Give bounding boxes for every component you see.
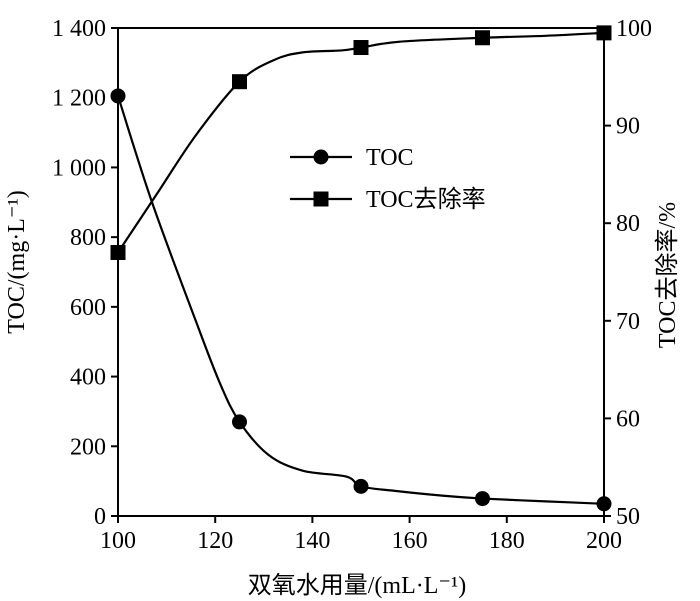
data-point-circle xyxy=(475,491,490,507)
legend-marker-square xyxy=(313,191,329,207)
y-left-tick-label: 1 400 xyxy=(52,16,106,42)
legend-item: TOC去除率 xyxy=(290,186,486,213)
ticks: 100 120 140 160 180 200 0 200 400 600 800 1 000 1 20… xyxy=(52,16,652,554)
data-point-circle xyxy=(353,478,369,494)
axes xyxy=(117,27,605,517)
series-layer xyxy=(110,25,612,512)
plot-frame xyxy=(117,27,605,517)
x-tick-label: 100 xyxy=(100,528,136,554)
y-left-tick-label: 400 xyxy=(70,365,106,391)
legend-label: TOC去除率 xyxy=(366,186,486,213)
series-line xyxy=(117,31,605,254)
y-right-tick-label: 70 xyxy=(616,309,640,335)
data-point-square xyxy=(596,25,612,41)
legend-marker-circle xyxy=(313,149,329,165)
data-point-square xyxy=(232,74,247,90)
legend: TOC TOC去除率 xyxy=(290,145,486,213)
data-point-circle xyxy=(596,496,612,512)
x-axis-title: 双氧水用量/(mL·L⁻¹) xyxy=(248,572,467,599)
y-left-tick-label: 600 xyxy=(70,295,106,321)
y-right-tick-label: 50 xyxy=(616,504,640,530)
x-tick-label: 140 xyxy=(294,528,330,554)
series-toc xyxy=(110,88,612,512)
x-tick-label: 120 xyxy=(197,528,233,554)
data-point-circle xyxy=(110,88,126,104)
x-tick-label: 180 xyxy=(489,528,525,554)
series-line xyxy=(116,95,605,505)
data-point-square xyxy=(353,40,369,56)
data-point-square xyxy=(110,244,126,260)
legend-label: TOC xyxy=(366,145,414,171)
y-left-tick-label: 800 xyxy=(70,225,106,251)
x-tick-label: 200 xyxy=(586,528,622,554)
y-left-tick-label: 1 000 xyxy=(52,155,106,181)
y-right-tick-label: 60 xyxy=(616,406,640,432)
y-axis-right-title: TOC去除率/% xyxy=(654,202,681,348)
legend-item: TOC xyxy=(290,145,414,171)
x-tick-label: 160 xyxy=(392,528,428,554)
series-toc-removal-rate xyxy=(110,25,612,260)
y-right-tick-label: 100 xyxy=(616,16,652,42)
data-point-circle xyxy=(232,414,247,430)
y-right-tick-label: 80 xyxy=(616,211,640,237)
data-point-square xyxy=(475,30,490,46)
y-left-tick-label: 200 xyxy=(70,434,106,460)
y-left-tick-label: 0 xyxy=(94,504,106,530)
y-right-tick-label: 90 xyxy=(616,114,640,140)
y-axis-left-title: TOC/(mg·L⁻¹) xyxy=(4,190,30,333)
y-left-tick-label: 1 200 xyxy=(52,86,106,112)
